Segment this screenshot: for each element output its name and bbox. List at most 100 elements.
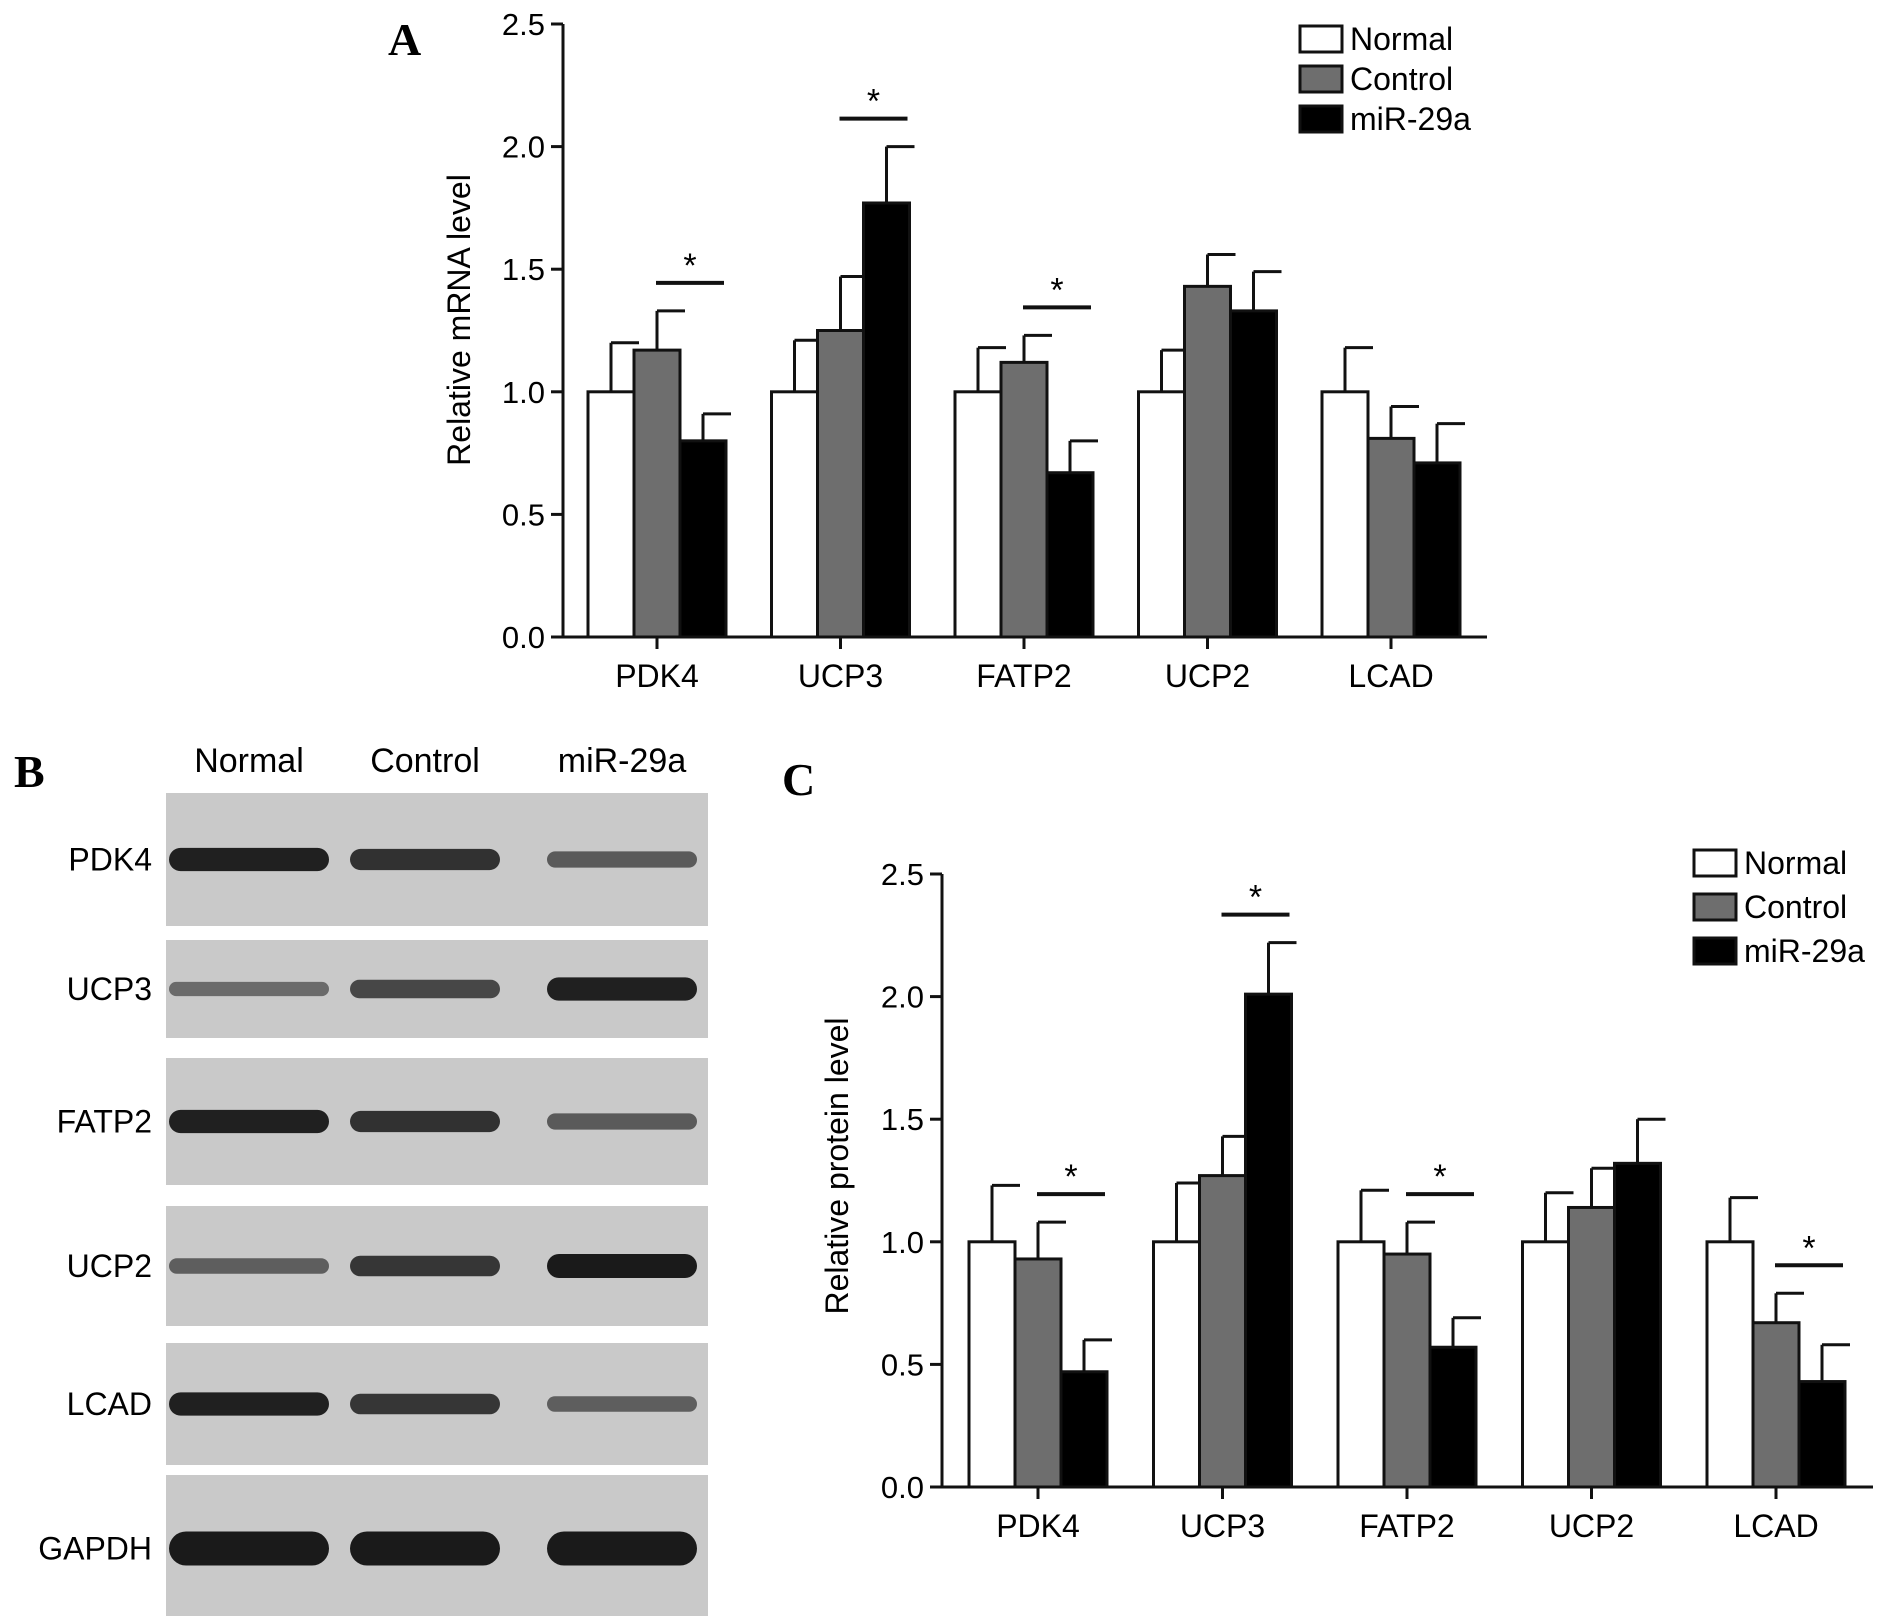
chart-c-significance-star: * — [1433, 1158, 1446, 1196]
chart-a-y-tick-label: 1.5 — [502, 252, 545, 287]
chart-a-legend-entry: miR-29a — [1350, 101, 1471, 137]
chart-a-legend-swatch — [1298, 24, 1344, 54]
blot-lane-label-control: Control — [370, 742, 480, 780]
chart-c-bar-normal-ucp2 — [1521, 1240, 1570, 1489]
blot-band-gapdh-normal — [169, 1531, 329, 1566]
blot-band-ucp2-mir-29a — [547, 1254, 697, 1278]
chart-a-significance-star: * — [867, 83, 880, 121]
chart-a-category-label-ucp3: UCP3 — [798, 658, 883, 694]
chart-c-bar-control-lcad — [1751, 1321, 1801, 1489]
panel-label-a: A — [388, 14, 421, 65]
chart-a-bar-mir-29a-ucp2 — [1229, 309, 1278, 639]
chart-a-category-label-ucp2: UCP2 — [1165, 658, 1250, 694]
chart-a-y-axis-label: Relative mRNA level — [441, 174, 477, 466]
western-blot-panel: Normal Control miR-29a PDK4 UCP3 FATP2 UCP2 LCA… — [38, 742, 708, 1616]
panel-label-b: B — [14, 746, 45, 797]
blot-band-fatp2-normal — [169, 1109, 329, 1134]
chart-c-bar-mir-29a-pdk4 — [1059, 1370, 1109, 1489]
chart-a-y-tick-label: 2.5 — [502, 7, 545, 42]
chart-a-legend-swatch — [1298, 104, 1344, 134]
chart-a-y-tick-label: 0.0 — [502, 620, 545, 655]
chart-c-bar-normal-lcad — [1705, 1240, 1755, 1489]
blot-protein-label-fatp2: FATP2 — [57, 1104, 152, 1140]
chart-a-bar-normal-fatp2 — [953, 390, 1003, 639]
blot-protein-label-pdk4: PDK4 — [68, 842, 152, 878]
chart-c-bar-mir-29a-ucp3 — [1244, 992, 1293, 1489]
blot-band-ucp3-control — [350, 979, 500, 999]
chart-c-bar-control-ucp3 — [1198, 1174, 1247, 1489]
chart-a-bar-control-lcad — [1366, 436, 1416, 639]
blot-lane-label-normal: Normal — [194, 742, 304, 780]
chart-c-legend-swatch — [1692, 892, 1738, 922]
chart-a-bar-mir-29a-lcad — [1412, 461, 1462, 639]
chart-c-legend-swatch — [1692, 936, 1738, 966]
chart-c-protein: 0.0 0.5 1.0 1.5 2.0 2.5 PDK4 UCP3 FATP2 UCP2 LCAD *… — [819, 845, 1873, 1544]
chart-a-bar-mir-29a-pdk4 — [678, 439, 728, 639]
chart-a-y-tick-label: 1.0 — [502, 375, 545, 410]
chart-c-marks: 0.0 0.5 1.0 1.5 2.0 2.5 PDK4 UCP3 FATP2 UCP2 LCAD *… — [881, 845, 1873, 1544]
chart-c-category-label-pdk4: PDK4 — [996, 1508, 1080, 1544]
chart-c-significance-star: * — [1802, 1229, 1815, 1267]
chart-a-bar-control-fatp2 — [999, 360, 1049, 639]
chart-a-legend-entry: Normal — [1350, 21, 1453, 57]
chart-c-y-axis-label: Relative protein level — [819, 1017, 855, 1314]
chart-c-category-label-fatp2: FATP2 — [1359, 1508, 1454, 1544]
chart-a-legend-entry: Control — [1350, 61, 1453, 97]
chart-c-y-tick-label: 2.5 — [881, 857, 924, 892]
chart-c-bar-control-fatp2 — [1382, 1252, 1432, 1489]
chart-c-y-tick-label: 0.0 — [881, 1470, 924, 1505]
chart-c-bar-normal-ucp3 — [1152, 1240, 1201, 1489]
chart-c-bar-mir-29a-ucp2 — [1613, 1161, 1662, 1489]
chart-a-bar-control-pdk4 — [632, 348, 682, 639]
chart-c-bar-control-ucp2 — [1567, 1205, 1616, 1489]
blot-band-fatp2-control — [350, 1110, 500, 1133]
blot-protein-label-ucp2: UCP2 — [67, 1248, 152, 1284]
blot-band-ucp2-control — [350, 1255, 500, 1277]
chart-c-category-label-ucp3: UCP3 — [1180, 1508, 1265, 1544]
blot-band-lcad-control — [350, 1393, 500, 1415]
blot-band-lcad-normal — [169, 1392, 329, 1416]
chart-c-y-tick-label: 2.0 — [881, 980, 924, 1015]
chart-a-marks: 0.0 0.5 1.0 1.5 2.0 2.5 PDK4 UCP3 FATP2 UCP2 LCAD *… — [502, 7, 1487, 694]
chart-a-category-label-lcad: LCAD — [1348, 658, 1433, 694]
blot-band-pdk4-normal — [169, 847, 329, 872]
chart-c-category-label-lcad: LCAD — [1733, 1508, 1818, 1544]
blot-band-ucp3-normal — [169, 981, 329, 997]
blot-band-ucp2-normal — [169, 1258, 329, 1274]
chart-c-y-tick-label: 0.5 — [881, 1347, 924, 1382]
chart-c-legend-entry: miR-29a — [1744, 933, 1865, 969]
chart-a-bar-mir-29a-fatp2 — [1045, 471, 1095, 639]
chart-c-category-label-ucp2: UCP2 — [1549, 1508, 1634, 1544]
chart-c-y-tick-label: 1.5 — [881, 1102, 924, 1137]
chart-c-legend-swatch — [1692, 848, 1738, 878]
blot-band-gapdh-mir-29a — [547, 1531, 697, 1566]
panel-label-c: C — [782, 754, 815, 805]
chart-a-bar-control-ucp2 — [1183, 284, 1232, 639]
blot-lane-label-mir-29a: miR-29a — [558, 742, 687, 780]
blot-protein-label-gapdh: GAPDH — [38, 1531, 152, 1567]
chart-c-significance-star: * — [1249, 879, 1262, 917]
chart-c-bar-normal-pdk4 — [967, 1240, 1017, 1489]
blot-protein-label-ucp3: UCP3 — [67, 971, 152, 1007]
chart-a-bar-normal-ucp3 — [770, 390, 819, 639]
chart-a-y-tick-label: 2.0 — [502, 130, 545, 165]
blot-protein-label-lcad: LCAD — [67, 1386, 152, 1422]
chart-a-y-tick-label: 0.5 — [502, 497, 545, 532]
chart-a-bar-normal-lcad — [1320, 390, 1370, 639]
chart-c-significance-star: * — [1064, 1158, 1077, 1196]
chart-a-bar-normal-ucp2 — [1137, 390, 1186, 639]
chart-a-mrna: 0.0 0.5 1.0 1.5 2.0 2.5 PDK4 UCP3 FATP2 UCP2 LCAD *… — [441, 7, 1487, 694]
blot-band-fatp2-mir-29a — [547, 1113, 697, 1130]
blot-band-pdk4-mir-29a — [547, 851, 697, 868]
blot-band-pdk4-control — [350, 848, 500, 871]
chart-a-category-label-fatp2: FATP2 — [976, 658, 1071, 694]
chart-a-category-label-pdk4: PDK4 — [615, 658, 699, 694]
chart-a-bar-normal-pdk4 — [586, 390, 636, 639]
blot-band-gapdh-control — [350, 1531, 500, 1566]
chart-a-significance-star: * — [683, 247, 696, 285]
blot-band-ucp3-mir-29a — [547, 977, 697, 1001]
chart-c-bar-normal-fatp2 — [1336, 1240, 1386, 1489]
blot-band-lcad-mir-29a — [547, 1396, 697, 1412]
chart-a-legend-swatch — [1298, 64, 1344, 94]
